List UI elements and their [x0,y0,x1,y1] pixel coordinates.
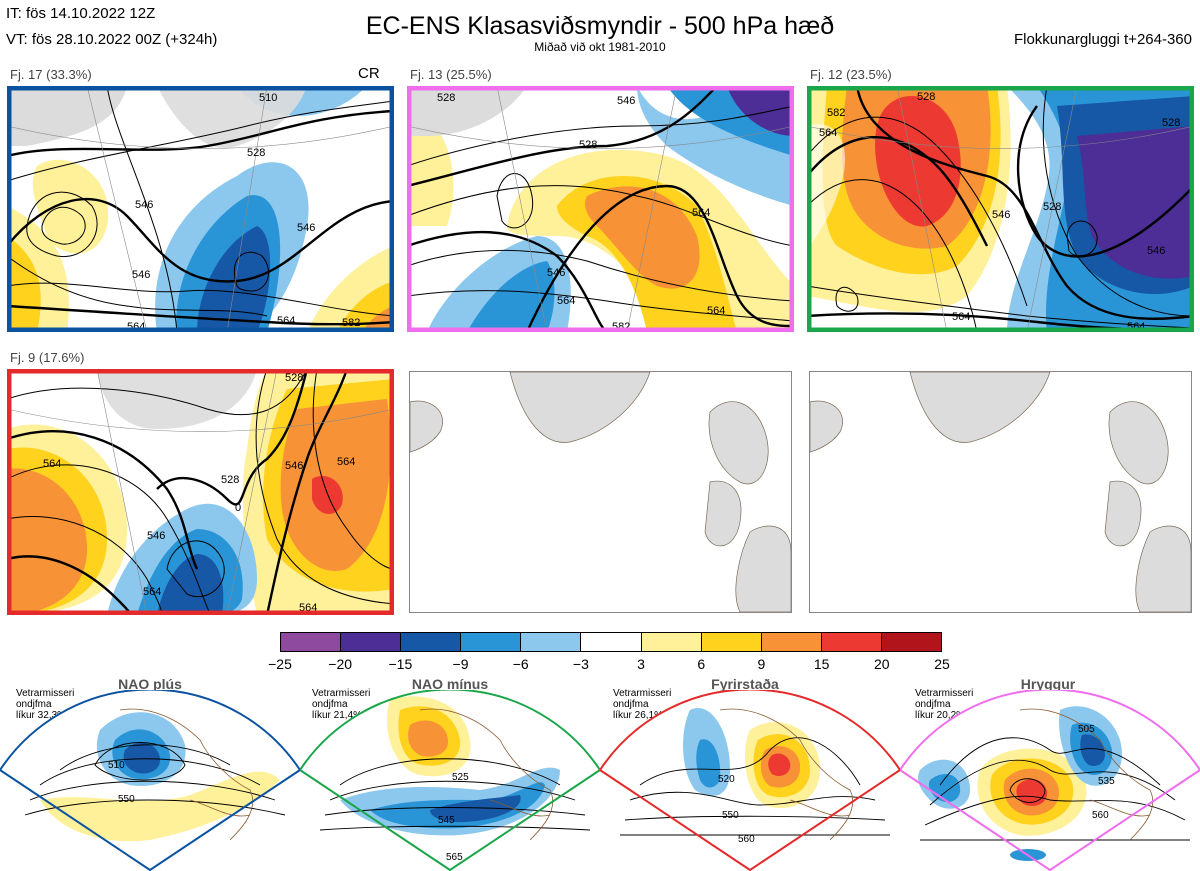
empty-panel-5 [409,371,792,613]
regime-1-contour-label: 510 [108,760,125,771]
regime-2-contour-label: 565 [446,852,463,863]
cluster-4-contour-label: 546 [147,530,165,542]
regime-3-name: Fyrirstaða [711,676,779,692]
regime-3-info: Vetrarmisseri ondjfma líkur 26,1% [613,688,672,721]
colorbar-segment [821,633,882,651]
colorbar-tick-label: −20 [328,656,353,672]
valid-time: VT: fös 28.10.2022 00Z (+324h) [6,31,218,48]
anomaly-colorbar [280,632,942,652]
regime-2-contour-label: 545 [438,815,455,826]
cluster-4-contour-label: 564 [43,458,61,470]
cluster-1-contour-label: 564 [277,315,295,327]
regime-1-info: Vetrarmisseri ondjfma líkur 32,3% [16,688,75,721]
regime-4-contour-label: 560 [1092,810,1109,821]
colorbar-segment [881,633,942,651]
colorbar-tick-label: 9 [757,656,766,672]
cluster-2-contour-label: 564 [557,295,575,307]
cluster-3-contour-label: 546 [1147,245,1165,257]
regime-1-contour-label: 550 [118,794,135,805]
regime-2-info: Vetrarmisseri ondjfma líkur 21,4% [312,688,371,721]
cluster-3-label: Fj. 12 (23.5%) [810,67,892,82]
cluster-3-contour-label: 564 [819,127,837,139]
regime-4-contour-label: 535 [1098,776,1115,787]
cluster-4-contour-label: 546 [285,460,303,472]
cluster-1-contour-label: 564 [127,321,145,332]
cluster-2-contour-label: 564 [707,305,725,317]
cluster-3-contour-label: 564 [1127,321,1145,332]
cluster-3-contour-label: 528 [1043,201,1061,213]
regime-3-map: 520 550 560 [600,690,900,871]
colorbar-tick-label: 3 [637,656,645,672]
colorbar-tick-label: −3 [572,656,589,672]
regime-1-name: NAO plús [118,676,182,692]
cluster-1-contour-label: 546 [135,199,153,211]
colorbar-segment [461,633,522,651]
cluster-3-map: 528 546 528 546 564 564 582 564 528 [807,86,1194,332]
colorbar-tick-label: −6 [512,656,529,672]
colorbar-tick-label: −25 [268,656,292,672]
colorbar-segment [581,633,642,651]
cluster-1-contour-label: 582 [342,317,360,329]
colorbar-tick-label: −9 [452,656,469,672]
regime-4-contour-label: 505 [1078,724,1095,735]
colorbar-tick-label: 6 [697,656,706,672]
cluster-4-label: Fj. 9 (17.6%) [10,350,85,365]
cluster-3-contour-label: 528 [1162,117,1180,129]
cluster-1-contour-label: 528 [247,147,265,159]
regime-2-map: 525 545 565 [300,690,600,871]
cluster-4-contour-label: 528 [285,372,303,384]
colorbar-segment [401,633,462,651]
cluster-2-contour-label: 546 [617,95,635,107]
cluster-4-map: 528 528 546 564 546 564 564 564 0 [7,369,394,615]
initial-time: IT: fös 14.10.2022 12Z [6,5,156,22]
cluster-2-contour-label: 582 [612,321,630,332]
colorbar-segment [281,633,342,651]
cluster-2-contour-label: 528 [437,92,455,104]
cluster-3-contour-label: 564 [952,311,970,323]
cluster-4-contour-label: 564 [143,586,161,598]
regime-3-contour-label: 550 [722,810,739,821]
colorbar-segment [341,633,402,651]
regime-1-map: 510 550 [0,690,300,871]
colorbar-segment [701,633,762,651]
regime-3-contour-label: 520 [718,774,735,785]
cluster-2-contour-label: 528 [579,139,597,151]
colorbar-tick-label: 25 [934,656,950,672]
colorbar-segment [641,633,702,651]
cluster-1-label: Fj. 17 (33.3%) [10,67,92,82]
colorbar-segment [761,633,822,651]
regime-3-contour-label: 560 [738,834,755,845]
empty-panel-6 [809,371,1192,613]
cluster-2-label: Fj. 13 (25.5%) [410,67,492,82]
cluster-3-contour-label: 546 [992,209,1010,221]
cluster-1-map: 510 528 546 546 564 564 582 546 [7,86,394,332]
cluster-4-contour-label: 0 [235,502,241,514]
cluster-3-contour-label: 582 [827,107,845,119]
regime-2-name: NAO mínus [411,676,489,692]
colorbar-tick-label: −15 [388,656,413,672]
regime-2-contour-label: 525 [452,772,469,783]
classification-window: Flokkunargluggi t+264-360 [1013,31,1192,48]
colorbar-tick-label: 15 [813,656,830,672]
cluster-4-contour-label: 528 [221,474,239,486]
regime-4-name: Hryggur [1020,676,1076,692]
colorbar-tick-label: 20 [874,656,890,672]
cluster-1-contour-label: 546 [297,222,315,234]
cluster-2-map: 528 528 546 546 564 564 582 564 [407,86,794,332]
cluster-4-contour-label: 564 [337,456,355,468]
cluster-1-contour-label: 510 [259,92,277,104]
cluster-1-contour-label: 546 [132,269,150,281]
regime-4-map: 505 535 560 [900,690,1200,871]
page-subtitle: Miðað við okt 1981-2010 [534,40,666,54]
cluster-2-contour-label: 546 [547,267,565,279]
colorbar-segment [521,633,582,651]
cluster-3-contour-label: 528 [917,91,935,103]
regime-4-info: Vetrarmisseri ondjfma líkur 20,2% [915,688,974,721]
cluster-2-contour-label: 564 [692,207,710,219]
cluster-1-tag: CR [358,65,380,82]
page-title: EC-ENS Klasasviðsmyndir - 500 hPa hæð [365,12,835,40]
